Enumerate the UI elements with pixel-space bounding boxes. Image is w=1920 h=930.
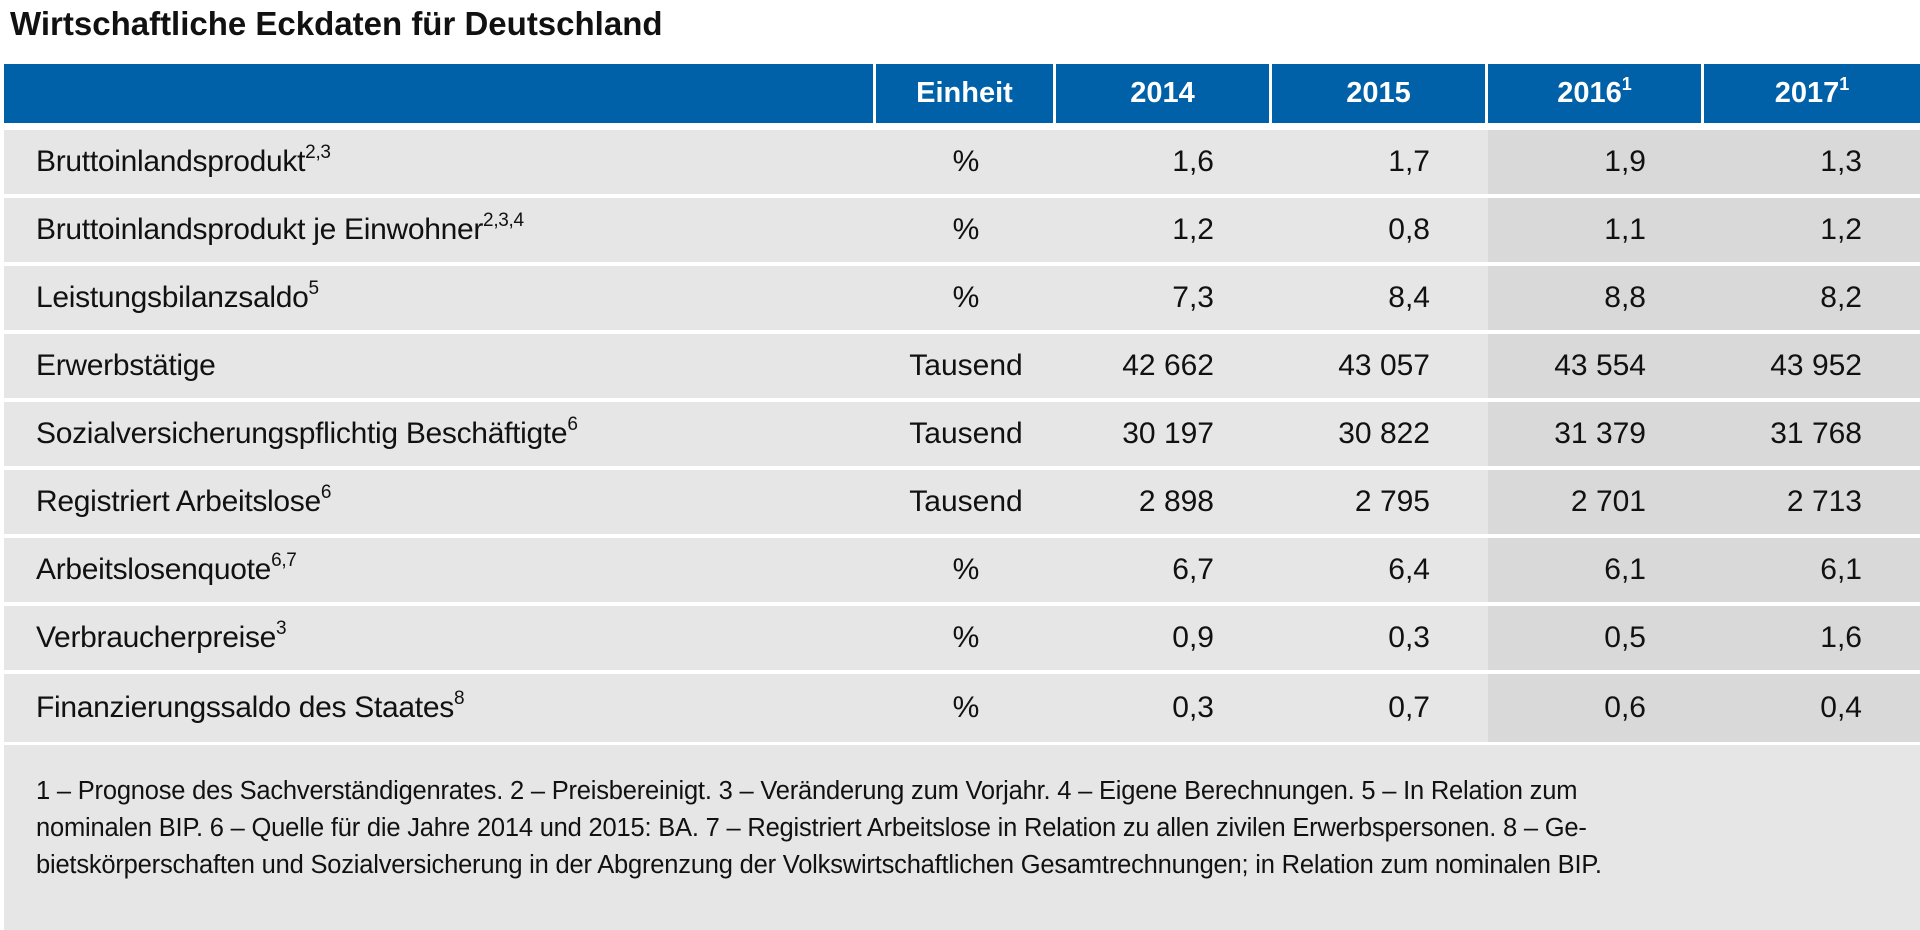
value-cell-2016: 1,9 bbox=[1488, 130, 1704, 198]
row-label-text: Bruttoinlandsprodukt je Einwohner bbox=[36, 213, 484, 246]
value-cell-2017: 8,2 bbox=[1704, 266, 1920, 334]
value-cell-2014: 2 898 bbox=[1056, 470, 1272, 538]
footnote-ref: 1 bbox=[1839, 74, 1850, 94]
value-cell-2017: 0,4 bbox=[1704, 674, 1920, 742]
value-cell-2015: 0,7 bbox=[1272, 674, 1488, 742]
table-row: Finanzierungssaldo des Staates8% 0,3 0,7 0,… bbox=[4, 674, 1920, 742]
footnote-ref: 2,3,4 bbox=[483, 210, 524, 231]
row-label: Verbraucherpreise3 bbox=[4, 606, 876, 674]
value-cell-2014: 6,7 bbox=[1056, 538, 1272, 606]
table-row: Verbraucherpreise3% 0,9 0,3 0,5 1,6 bbox=[4, 606, 1920, 674]
value-cell-2015: 30 822 bbox=[1272, 402, 1488, 470]
header-year-2014: 2014 bbox=[1056, 64, 1272, 130]
header-label-col bbox=[4, 64, 876, 130]
table-header-row: Einheit 2014 2015 20161 20171 bbox=[4, 64, 1920, 130]
unit-cell: Tausend bbox=[876, 402, 1056, 470]
value-cell-2016: 31 379 bbox=[1488, 402, 1704, 470]
value-cell-2016: 0,6 bbox=[1488, 674, 1704, 742]
value-cell-2016: 6,1 bbox=[1488, 538, 1704, 606]
value-cell-2015: 6,4 bbox=[1272, 538, 1488, 606]
unit-cell: Tausend bbox=[876, 470, 1056, 538]
row-label-text: Registriert Arbeitslose bbox=[36, 485, 321, 518]
value-cell-2014: 1,6 bbox=[1056, 130, 1272, 198]
footnote-ref: 6,7 bbox=[271, 550, 297, 571]
unit-cell: % bbox=[876, 266, 1056, 334]
value-cell-2016: 2 701 bbox=[1488, 470, 1704, 538]
value-cell-2017: 1,3 bbox=[1704, 130, 1920, 198]
unit-cell: % bbox=[876, 674, 1056, 742]
unit-cell: Tausend bbox=[876, 334, 1056, 402]
value-cell-2014: 7,3 bbox=[1056, 266, 1272, 334]
footnote-line: nominalen BIP. 6 – Quelle für die Jahre … bbox=[36, 814, 1587, 842]
value-cell-2015: 2 795 bbox=[1272, 470, 1488, 538]
value-cell-2016: 1,1 bbox=[1488, 198, 1704, 266]
value-cell-2015: 8,4 bbox=[1272, 266, 1488, 334]
value-cell-2014: 30 197 bbox=[1056, 402, 1272, 470]
value-cell-2017: 6,1 bbox=[1704, 538, 1920, 606]
footnote-ref: 8 bbox=[453, 688, 465, 709]
row-label-text: Leistungsbilanzsaldo bbox=[36, 281, 309, 314]
footnote-ref: 6 bbox=[320, 482, 332, 503]
value-cell-2015: 0,3 bbox=[1272, 606, 1488, 674]
table-row: Registriert Arbeitslose6 Tausend 2 898 2 79… bbox=[4, 470, 1920, 538]
unit-cell: % bbox=[876, 198, 1056, 266]
row-label-text: Sozialversicherungspflichtig Beschäftigt… bbox=[36, 417, 568, 450]
value-cell-2014: 42 662 bbox=[1056, 334, 1272, 402]
economic-data-table: Einheit 2014 2015 20161 20171 Bruttoinla… bbox=[4, 64, 1920, 742]
row-label-text: Finanzierungssaldo des Staates bbox=[36, 691, 454, 724]
row-label: Finanzierungssaldo des Staates8 bbox=[4, 674, 876, 742]
row-label-text: Verbraucherpreise bbox=[36, 621, 277, 654]
row-label-text: Bruttoinlandsprodukt bbox=[36, 145, 306, 178]
value-cell-2014: 0,9 bbox=[1056, 606, 1272, 674]
table-row: Bruttoinlandsprodukt2,3% 1,6 1,7 1,9 1,3 bbox=[4, 130, 1920, 198]
table-row: Sozialversicherungspflichtig Beschäftigt… bbox=[4, 402, 1920, 470]
footnote-ref: 3 bbox=[276, 618, 287, 639]
footnote-line: 1 – Prognose des Sachverständigenrates. … bbox=[36, 777, 1578, 805]
row-label: Bruttoinlandsprodukt2,3 bbox=[4, 130, 876, 198]
row-label: Registriert Arbeitslose6 bbox=[4, 470, 876, 538]
value-cell-2014: 0,3 bbox=[1056, 674, 1272, 742]
row-label: Bruttoinlandsprodukt je Einwohner2,3,4 bbox=[4, 198, 876, 266]
unit-cell: % bbox=[876, 130, 1056, 198]
value-cell-2015: 43 057 bbox=[1272, 334, 1488, 402]
row-label: Erwerbstätige bbox=[4, 334, 876, 402]
header-unit: Einheit bbox=[876, 64, 1056, 130]
value-cell-2017: 2 713 bbox=[1704, 470, 1920, 538]
row-label: Sozialversicherungspflichtig Beschäftigt… bbox=[4, 402, 876, 470]
footnote-ref: 1 bbox=[1621, 74, 1632, 94]
value-cell-2017: 43 952 bbox=[1704, 334, 1920, 402]
table-row: Bruttoinlandsprodukt je Einwohner2,3,4% 1… bbox=[4, 198, 1920, 266]
header-year-2015: 2015 bbox=[1272, 64, 1488, 130]
value-cell-2017: 31 768 bbox=[1704, 402, 1920, 470]
value-cell-2017: 1,6 bbox=[1704, 606, 1920, 674]
footnotes: 1 – Prognose des Sachverständigenrates. … bbox=[4, 745, 1920, 930]
row-label: Leistungsbilanzsaldo5 bbox=[4, 266, 876, 334]
row-label: Arbeitslosenquote6,7 bbox=[4, 538, 876, 606]
row-label-text: Arbeitslosenquote bbox=[36, 553, 272, 586]
value-cell-2015: 1,7 bbox=[1272, 130, 1488, 198]
unit-cell: % bbox=[876, 606, 1056, 674]
row-label-text: Erwerbstätige bbox=[36, 349, 216, 382]
value-cell-2014: 1,2 bbox=[1056, 198, 1272, 266]
footnote-ref: 5 bbox=[308, 278, 320, 299]
value-cell-2016: 43 554 bbox=[1488, 334, 1704, 402]
page-title: Wirtschaftliche Eckdaten für Deutschland bbox=[10, 5, 663, 42]
value-cell-2017: 1,2 bbox=[1704, 198, 1920, 266]
footnote-ref: 2,3 bbox=[305, 142, 331, 163]
value-cell-2015: 0,8 bbox=[1272, 198, 1488, 266]
value-cell-2016: 8,8 bbox=[1488, 266, 1704, 334]
table-row: Erwerbstätige Tausend 42 662 43 057 43 554 43… bbox=[4, 334, 1920, 402]
table-body: Bruttoinlandsprodukt2,3% 1,6 1,7 1,9 1,3 Brut… bbox=[4, 130, 1920, 742]
table-row: Leistungsbilanzsaldo5% 7,3 8,4 8,8 8,2 bbox=[4, 266, 1920, 334]
table-row: Arbeitslosenquote6,7% 6,7 6,4 6,1 6,1 bbox=[4, 538, 1920, 606]
header-year-2016: 20161 bbox=[1488, 64, 1704, 130]
footnote-ref: 6 bbox=[567, 414, 578, 435]
header-year-2017: 20171 bbox=[1704, 64, 1920, 130]
unit-cell: % bbox=[876, 538, 1056, 606]
value-cell-2016: 0,5 bbox=[1488, 606, 1704, 674]
footnote-line: bietskörperschaften und Sozialversicheru… bbox=[36, 851, 1602, 879]
